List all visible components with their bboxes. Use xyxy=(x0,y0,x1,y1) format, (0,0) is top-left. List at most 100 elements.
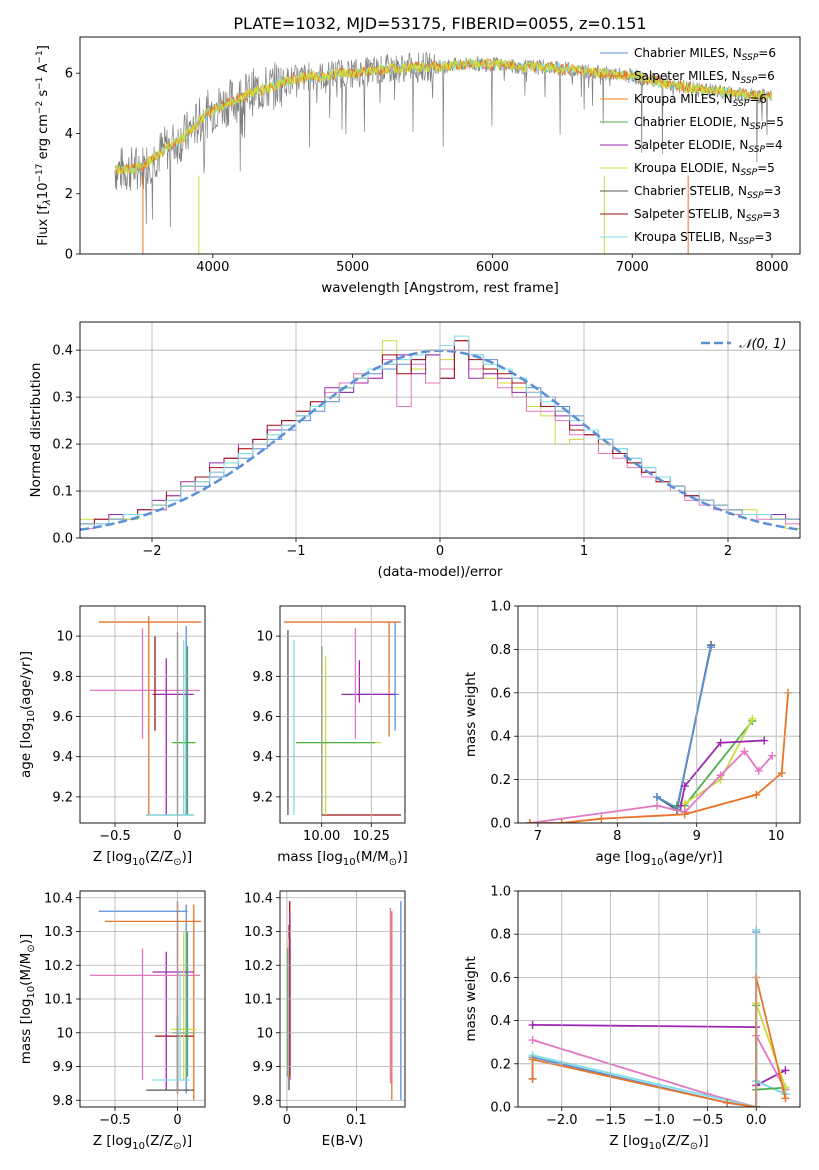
residual_hist-ylabel: Normed distribution xyxy=(28,363,44,498)
residual_hist-xtick-label: 0 xyxy=(436,544,444,559)
mass_weight_vs_age-xlabel: age [log10(age/yr)] xyxy=(595,849,722,868)
age_vs_Z-xlabel-sun: ⊙ xyxy=(173,857,181,868)
mass_weight_vs_age-ytick-label: 1.0 xyxy=(490,600,511,615)
mass_weight_vs_Z-series-line xyxy=(755,1003,787,1088)
mass_weight_vs_age-xtick-label: 10 xyxy=(768,829,785,844)
mass_weight_vs_age-point xyxy=(680,810,689,819)
mass_weight_vs_age-ytick-label: 0.4 xyxy=(490,730,511,745)
spectrum-frame xyxy=(79,36,801,255)
mass_vs_Z-ytick-label: 9.8 xyxy=(52,1094,73,1109)
spectrum-ylabel-lambda: λ xyxy=(42,199,53,206)
spectrum-legend-sub: SSP xyxy=(741,168,758,178)
spectrum-ytick-label: 4 xyxy=(65,127,73,142)
age_vs_Z-xtick-label: 0 xyxy=(173,829,181,844)
mass_weight_vs_Z-xtick-label: −0.5 xyxy=(692,1113,724,1128)
age_vs_mass-ytick-label: 10 xyxy=(256,630,273,645)
spectrum-data-line xyxy=(114,51,773,228)
mass_weight_vs_Z-xlabel-a: Z [log xyxy=(609,1133,648,1149)
spectrum-legend-sub: SSP xyxy=(733,99,750,109)
mass_vs_Z-xlabel: Z [log10(Z/Z⊙)] xyxy=(93,1133,192,1152)
mass_vs_Z-ytick-label: 10 xyxy=(56,1026,73,1041)
spectrum-panel: 4000 5000 6000 7000 8000 0 2 4 6 wavelength [Angs… xyxy=(35,36,801,296)
mass_weight_vs_Z-xlabel: Z [log10(Z/Z⊙)] xyxy=(609,1133,708,1152)
spectrum-legend-n: =4 xyxy=(765,138,783,152)
mass_weight_vs_age-point xyxy=(525,819,534,823)
residual_hist-xlabel: (data-model)/error xyxy=(377,564,503,580)
mass_vs_Z-xlabel-b: (Z/Z xyxy=(145,1133,173,1149)
mass_weight_vs_age-xlabel-sub: 10 xyxy=(651,857,664,868)
mass_weight_vs_age-ytick-label: 0.6 xyxy=(490,686,511,701)
mass_vs_Z-xtick-label: 0 xyxy=(173,1113,181,1128)
age_vs_mass-xlabel-c: )] xyxy=(397,849,408,865)
spectrum-ylabel-a: Flux [f xyxy=(36,205,51,246)
mass_weight_vs_age-series-line xyxy=(679,739,765,806)
mass_weight_vs_age-point xyxy=(676,801,685,810)
mass_vs_Z-xtick-label: −0.5 xyxy=(99,1113,131,1128)
mass_vs_Z-xlabel-sub: 10 xyxy=(132,1141,145,1152)
mass_weight_vs_Z-ytick-label: 0.6 xyxy=(490,971,511,986)
spectrum-legend-label: Salpeter MILES, NSSP=6 xyxy=(634,69,775,86)
spectrum-ytick-label: 2 xyxy=(65,187,73,202)
mass_vs_ebv-xlabel: E(B-V) xyxy=(322,1133,364,1149)
mass_weight_vs_Z-xtick-label: 0.0 xyxy=(746,1113,767,1128)
spectrum-legend-text: Chabrier MILES, N xyxy=(634,46,742,60)
age_vs_Z-ylabel-b: (age/yr)] xyxy=(18,651,34,710)
age_vs_mass-ytick-label: 9.6 xyxy=(252,710,273,725)
age_vs_Z-ytick-label: 9.6 xyxy=(52,710,73,725)
residual_hist-xtick-label: −1 xyxy=(286,544,305,559)
age_vs_mass-xlabel-sub: 10 xyxy=(343,857,356,868)
mass_weight_vs_age-point xyxy=(557,819,566,823)
mass_vs_ebv-ytick-label: 10 xyxy=(256,1026,273,1041)
spectrum-legend-text: Salpeter ELODIE, N xyxy=(634,138,748,152)
mass_vs_ebv-frame xyxy=(279,890,406,1108)
spectrum-legend-n: =3 xyxy=(762,207,780,221)
spectrum-ylabel-c: erg cm xyxy=(36,114,51,163)
mass_vs_Z-ytick-label: 9.9 xyxy=(52,1060,73,1075)
spectrum-legend-sub: SSP xyxy=(746,214,763,224)
spectrum-legend-n: =6 xyxy=(757,69,775,83)
mass_weight_vs_age-xtick-label: 8 xyxy=(613,829,621,844)
mass_weight_vs_age-point xyxy=(740,747,749,756)
mass_vs_ebv-xtick-label: 0.1 xyxy=(346,1113,367,1128)
age_vs_Z-ytick-label: 10 xyxy=(56,630,73,645)
mass_vs_Z-frame xyxy=(79,890,206,1108)
spectrum-ylabel: Flux [fλ10−17 erg cm−2 s−1 A−1] xyxy=(35,45,53,246)
mass_weight_vs_age-point xyxy=(760,736,769,745)
spectrum-legend-sub: SSP xyxy=(738,237,755,247)
mass_weight_vs_age-point xyxy=(716,738,725,747)
figure-title: PLATE=1032, MJD=53175, FIBERID=0055, z=0… xyxy=(233,14,646,33)
age_vs_Z-ylabel-sub: 10 xyxy=(26,710,37,723)
mass_vs_Z-ylabel: mass [log10(M/M⊙)] xyxy=(18,934,37,1064)
mass_weight_vs_Z-panel: −2.0 −1.5 −1.0 −0.5 0.0 0.0 0.2 0.4 0.6 0.8 1.0 Z [… xyxy=(463,885,801,1152)
mass_weight_vs_Z-point xyxy=(528,1020,537,1029)
spectrum-ylabel-g: ] xyxy=(36,45,51,50)
mass_weight_vs_Z-frame xyxy=(517,890,801,1108)
mass_vs_Z-ylabel-b: (M/M xyxy=(18,953,34,986)
spectrum-ylabel-e2: −2 xyxy=(35,101,45,114)
mass_weight_vs_age-series-line xyxy=(684,718,754,805)
spectrum-legend-text: Kroupa MILES, N xyxy=(634,92,733,106)
residual_hist-ytick-label: 0.2 xyxy=(52,438,73,453)
spectrum-ylabel-f: A xyxy=(36,63,51,76)
mass_weight_vs_age-ytick-label: 0.8 xyxy=(490,643,511,658)
mass_weight_vs_age-point xyxy=(768,751,777,760)
mass_weight_vs_age-point xyxy=(707,643,716,652)
mass_vs_Z-xlabel-c: )] xyxy=(182,1133,193,1149)
spectrum-xtick-label: 6000 xyxy=(476,260,509,275)
mass_vs_Z-ylabel-sub: 10 xyxy=(26,986,37,999)
spectrum-legend-label: Kroupa MILES, NSSP=6 xyxy=(634,92,767,109)
age_vs_Z-xlabel-b: (Z/Z xyxy=(145,849,173,865)
mass_weight_vs_age-point xyxy=(680,782,689,791)
spectrum-legend-label: Salpeter STELIB, NSSP=3 xyxy=(634,207,780,224)
age_vs_mass-xtick-label: 10.00 xyxy=(303,829,340,844)
age_vs_Z-ytick-label: 9.2 xyxy=(52,790,73,805)
spectrum-ytick-label: 0 xyxy=(65,248,73,263)
spectrum-legend-n: =6 xyxy=(749,92,767,106)
spectrum-plot-area xyxy=(114,51,773,254)
spectrum-legend-text: Chabrier ELODIE, N xyxy=(634,115,750,129)
residual_hist-xtick-label: 1 xyxy=(580,544,588,559)
mass_weight_vs_Z-ytick-label: 0.0 xyxy=(490,1101,511,1116)
